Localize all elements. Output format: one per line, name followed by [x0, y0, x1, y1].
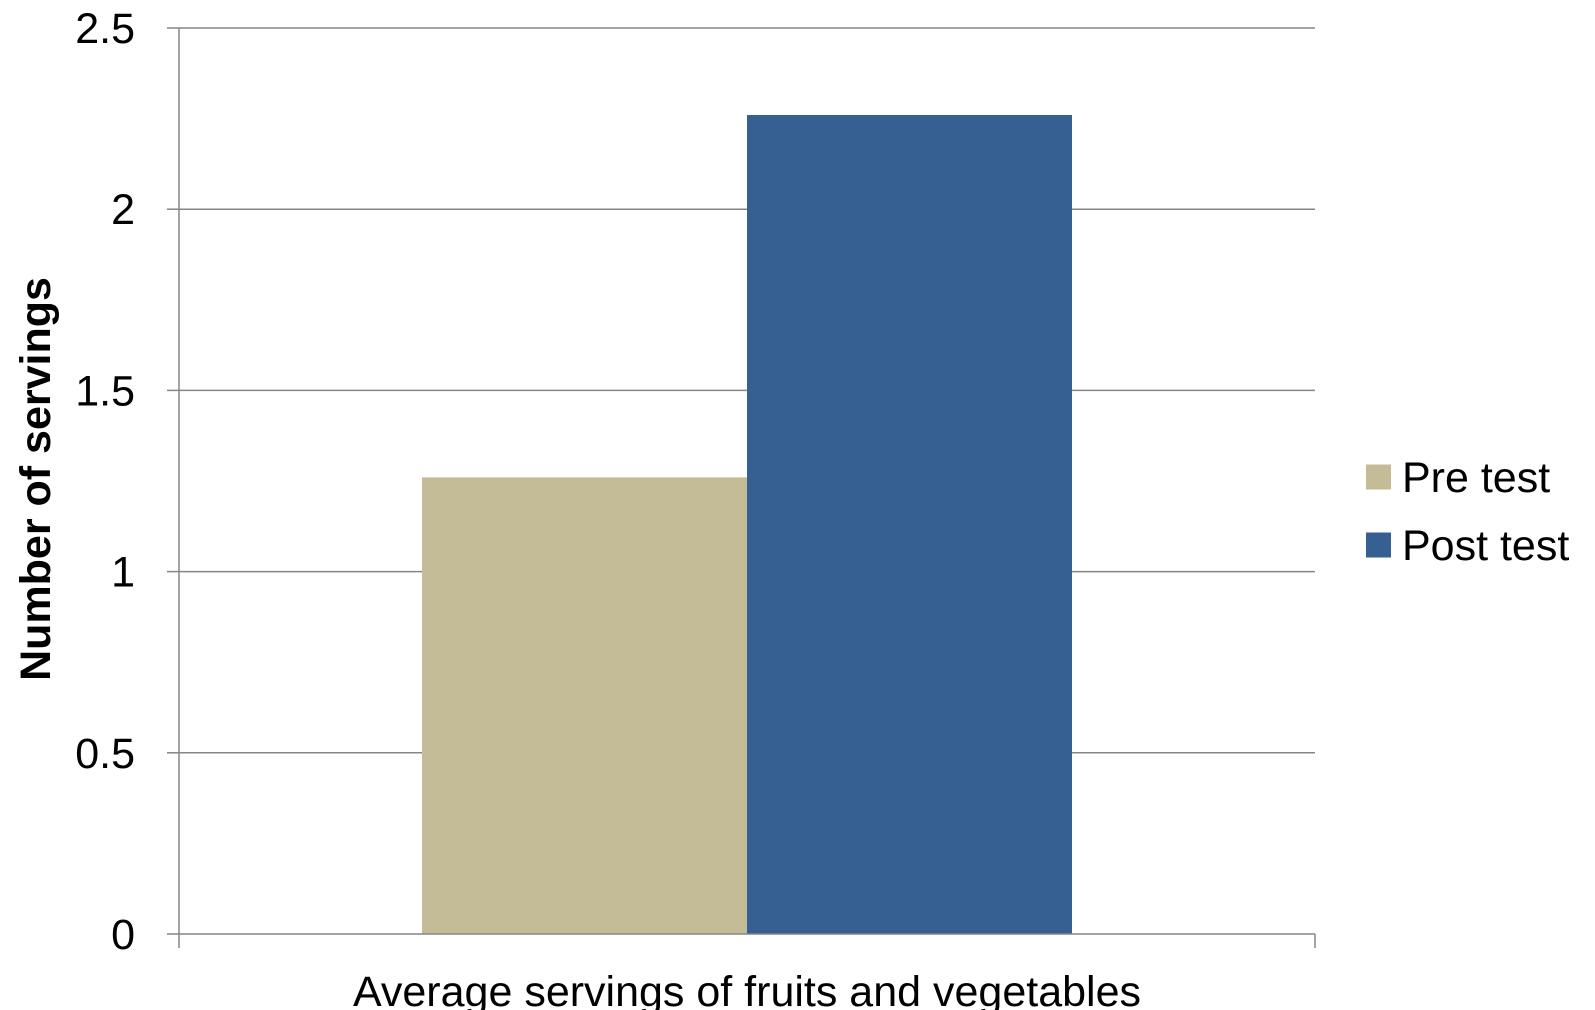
y-tick-label: 1 [111, 549, 135, 597]
y-tick-label: 2.5 [75, 5, 135, 53]
y-tick-label: 0.5 [75, 730, 135, 778]
bar-pre-test [422, 477, 747, 934]
legend-swatch-pre-test [1366, 464, 1391, 490]
y-tick-label: 0 [111, 911, 135, 959]
category-label: Average servings of fruits and vegetable… [353, 968, 1141, 1010]
legend-label-post-test: Post test [1402, 522, 1569, 570]
y-axis-ticks: 0 0.5 1 1.5 2 2.5 [75, 5, 179, 959]
x-axis-ticks [178, 934, 1316, 948]
legend-swatch-post-test [1366, 532, 1391, 558]
bars [422, 114, 1072, 934]
category-labels: Average servings of fruits and vegetable… [353, 968, 1141, 1010]
bar-post-test [747, 114, 1072, 934]
y-axis-title: Number of servings [12, 277, 60, 681]
legend-label-pre-test: Pre test [1402, 454, 1550, 502]
y-tick-label: 2 [111, 186, 135, 234]
legend: Pre test Post test [1366, 454, 1569, 570]
axes [178, 28, 1315, 935]
y-tick-label: 1.5 [75, 367, 135, 415]
